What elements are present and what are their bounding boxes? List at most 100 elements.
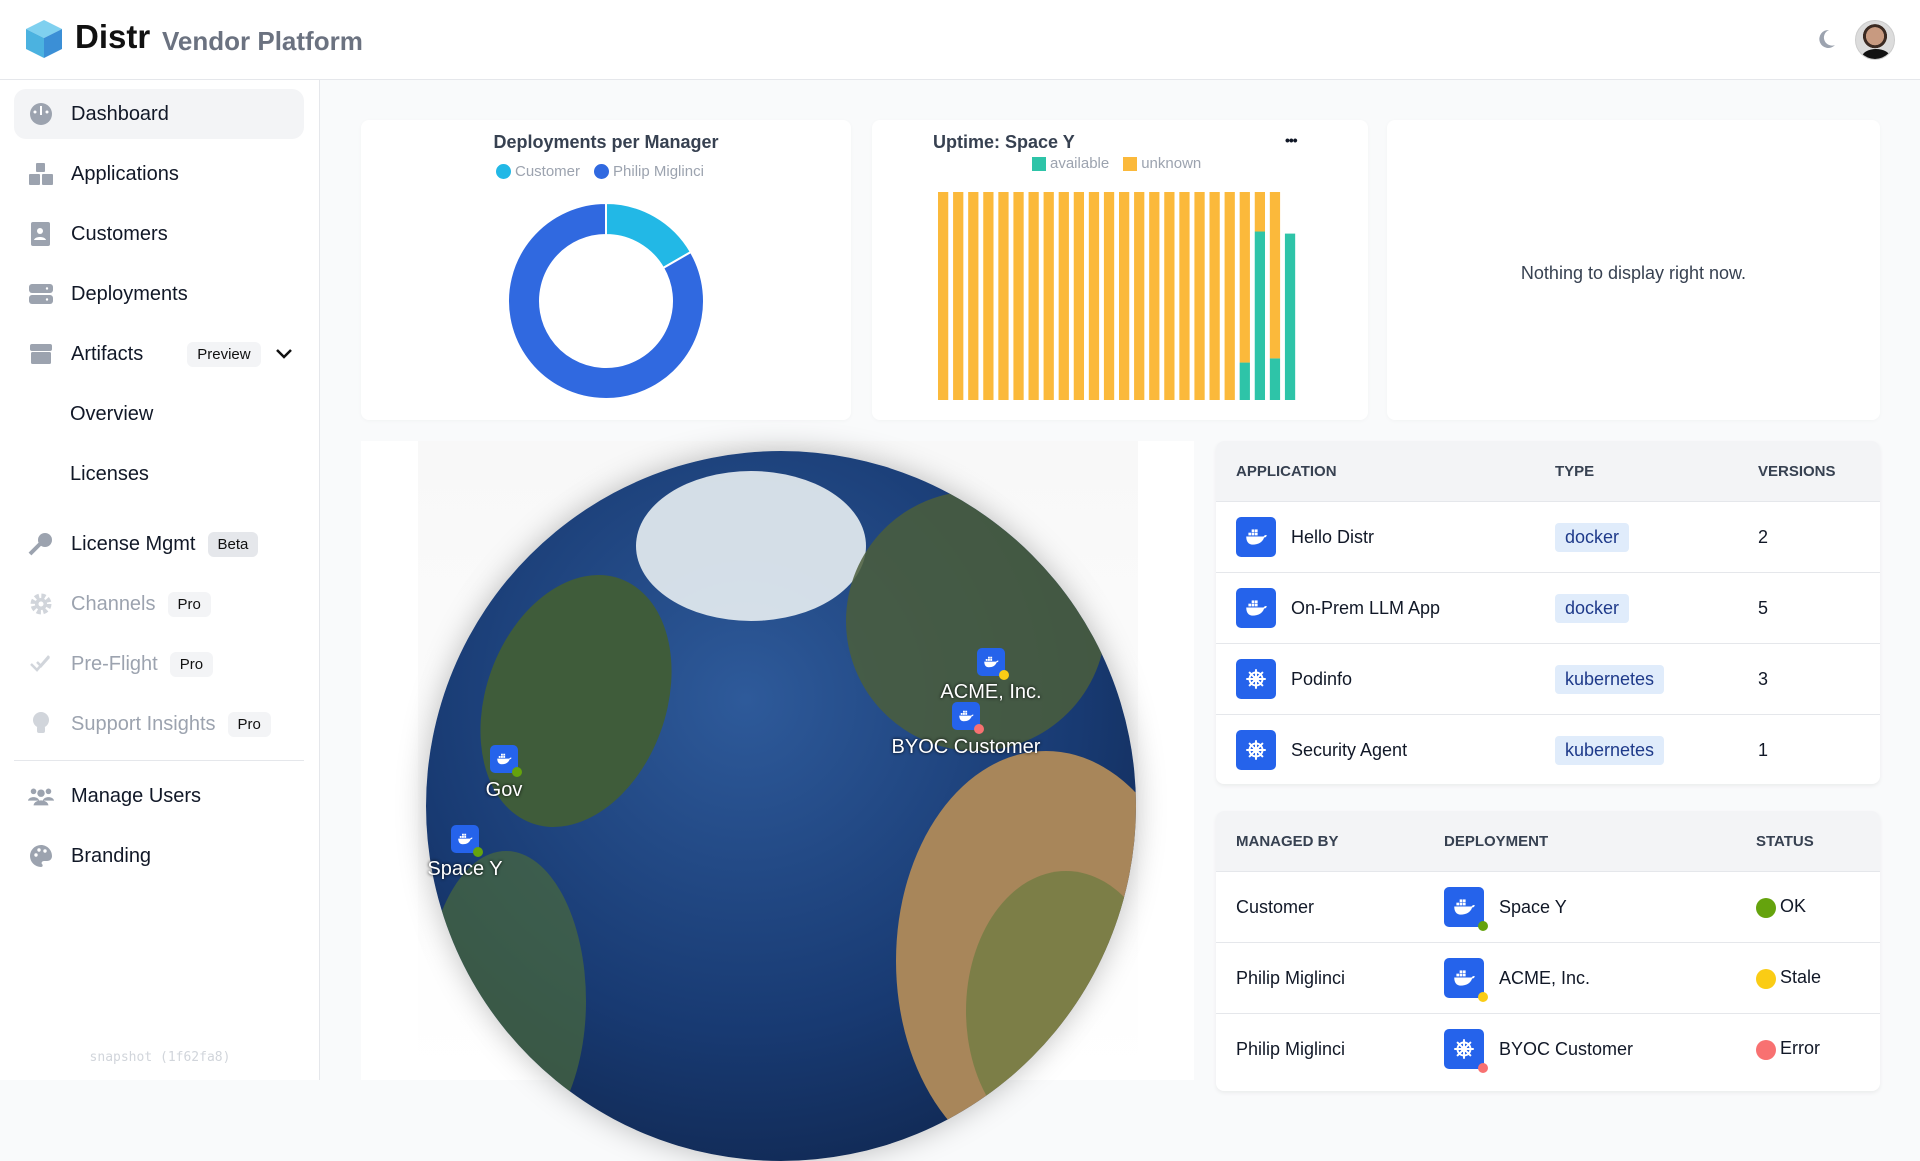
sidebar-item-label: Channels [71, 592, 156, 615]
chevron-down-icon[interactable] [275, 348, 293, 360]
application-name[interactable]: Security Agent [1291, 739, 1408, 760]
globe-marker-acme[interactable] [977, 648, 1009, 680]
globe-marker-space-y[interactable] [451, 825, 483, 857]
sidebar-item-applications[interactable]: Applications [14, 149, 304, 199]
bar-unknown-14[interactable] [1134, 192, 1145, 400]
bar-unknown-7[interactable] [1028, 192, 1039, 400]
deployment-name[interactable]: ACME, Inc. [1499, 967, 1591, 988]
kubernetes-icon [1444, 1029, 1488, 1073]
sidebar-item-artifacts[interactable]: Artifacts Preview [14, 329, 304, 379]
table-row[interactable]: Hello Distr docker 2 [1216, 501, 1880, 572]
legend-item-customer[interactable]: Customer [496, 163, 580, 180]
application-name[interactable]: Hello Distr [1291, 526, 1375, 547]
table-row[interactable]: Podinfo kubernetes 3 [1216, 643, 1880, 714]
sidebar-item-licenses[interactable]: Licenses [14, 449, 304, 499]
bar-unknown-6[interactable] [1013, 192, 1024, 400]
bar-unknown-18[interactable] [1194, 192, 1205, 400]
archive-box-icon [27, 340, 55, 368]
chart-title: Uptime: Space Y [933, 132, 1075, 152]
sidebar-item-deployments[interactable]: Deployments [14, 269, 304, 319]
bar-unknown-20[interactable] [1224, 192, 1235, 400]
sidebar-item-branding[interactable]: Branding [14, 831, 304, 881]
bar-unknown-5[interactable] [998, 192, 1009, 400]
table-row[interactable]: On-Prem LLM App docker 5 [1216, 572, 1880, 643]
table-row[interactable]: Philip Miglinci BYOC Customer Error [1216, 1013, 1880, 1084]
kubernetes-icon [1236, 730, 1276, 770]
column-header-application: APPLICATION [1236, 462, 1337, 480]
sidebar-item-channels[interactable]: Channels Pro [14, 579, 304, 629]
sidebar-item-manage-users[interactable]: Manage Users [14, 771, 304, 821]
bar-unknown-12[interactable] [1103, 192, 1115, 400]
bar-unknown-23[interactable] [1269, 192, 1281, 359]
bar-unknown-10[interactable] [1073, 192, 1085, 400]
bar-unknown-15[interactable] [1149, 192, 1160, 400]
managed-by: Philip Miglinci [1236, 967, 1346, 988]
bar-unknown-17[interactable] [1179, 192, 1190, 400]
bar-unknown-22[interactable] [1254, 192, 1266, 232]
bar-unknown-1[interactable] [938, 192, 949, 400]
table-row[interactable]: Philip Miglinci ACME, Inc. Stale [1216, 942, 1880, 1013]
deployments-globe-panel[interactable]: ACME, Inc. BYOC Customer Gov Space Y [361, 441, 1194, 1161]
bar-unknown-2[interactable] [953, 192, 964, 400]
sidebar-item-dashboard[interactable]: Dashboard [14, 89, 304, 139]
sidebar-item-label: Artifacts [71, 342, 144, 365]
application-name[interactable]: On-Prem LLM App [1291, 597, 1441, 618]
bar-unknown-16[interactable] [1164, 192, 1175, 400]
sidebar-item-label: Manage Users [71, 784, 202, 807]
bar-unknown-8[interactable] [1043, 192, 1054, 400]
application-name[interactable]: Podinfo [1291, 668, 1353, 689]
status-indicator-dot [1478, 1063, 1488, 1073]
legend-item-philip[interactable]: Philip Miglinci [594, 163, 704, 180]
status-badge: OK [1756, 896, 1806, 918]
versions-count: 5 [1758, 597, 1769, 618]
brand-name[interactable]: Distr [75, 18, 151, 55]
versions-count: 1 [1758, 739, 1769, 760]
table-row[interactable]: Security Agent kubernetes 1 [1216, 714, 1880, 784]
globe-marker-byoc[interactable] [952, 702, 984, 734]
bar-unknown-13[interactable] [1119, 192, 1130, 400]
moon-icon[interactable] [1815, 28, 1837, 50]
bar-available-23[interactable] [1269, 358, 1281, 400]
donut-slice-philip-miglinci[interactable] [507, 201, 705, 400]
sidebar-item-customers[interactable]: Customers [14, 209, 304, 259]
uptime-bar-chart [938, 192, 1296, 400]
bar-unknown-9[interactable] [1058, 192, 1069, 400]
sidebar-item-label: Applications [71, 162, 179, 185]
bar-available-21[interactable] [1239, 362, 1250, 400]
uptime-card: Uptime: Space Y ••• available unknown [872, 120, 1368, 420]
sidebar-item-license-mgmt[interactable]: License Mgmt Beta [14, 519, 304, 569]
globe-marker-label: Gov [485, 779, 523, 801]
dashboard-gauge-icon [27, 100, 55, 128]
legend-item-available[interactable]: available [1032, 155, 1109, 172]
column-header-managed-by: MANAGED BY [1236, 832, 1339, 850]
sidebar-item-support-insights[interactable]: Support Insights Pro [14, 699, 304, 749]
bar-unknown-3[interactable] [968, 192, 979, 400]
top-header: Distr Vendor Platform [0, 0, 1920, 80]
sidebar-item-pre-flight[interactable]: Pre-Flight Pro [14, 639, 304, 689]
more-options-button[interactable]: ••• [1285, 132, 1298, 148]
key-icon [27, 530, 55, 558]
user-avatar[interactable] [1855, 20, 1895, 60]
column-header-versions: VERSIONS [1758, 462, 1836, 480]
bar-unknown-11[interactable] [1088, 192, 1100, 400]
sidebar-item-label: License Mgmt [71, 532, 196, 555]
bar-unknown-21[interactable] [1239, 192, 1250, 363]
bar-unknown-4[interactable] [983, 192, 994, 400]
table-row[interactable]: Customer Space Y OK [1216, 871, 1880, 942]
legend-item-unknown[interactable]: unknown [1123, 155, 1201, 172]
gear-icon [27, 590, 55, 618]
distr-logo-cube-icon [26, 20, 62, 58]
bar-available-24[interactable] [1284, 233, 1296, 400]
sidebar-item-label: Customers [71, 222, 168, 245]
earth-globe[interactable] [426, 451, 1136, 1161]
deployment-name[interactable]: BYOC Customer [1499, 1038, 1634, 1059]
bar-unknown-19[interactable] [1209, 192, 1220, 400]
sidebar-item-overview[interactable]: Overview [14, 389, 304, 439]
globe-marker-gov[interactable] [490, 745, 522, 777]
deployment-name[interactable]: Space Y [1499, 896, 1567, 917]
empty-message: Nothing to display right now. [1520, 263, 1747, 283]
sidebar-item-label: Support Insights [71, 712, 216, 735]
column-header-type: TYPE [1555, 462, 1595, 480]
bar-available-22[interactable] [1254, 231, 1266, 400]
sidebar-divider [14, 760, 304, 761]
